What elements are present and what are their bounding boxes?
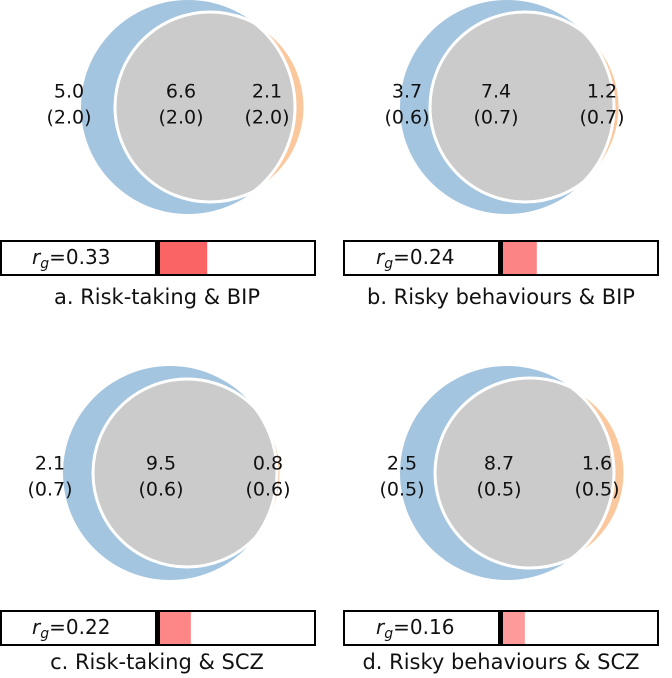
region-se-disorder-only: (2.0)	[244, 107, 289, 129]
region-value-disorder-only: 2.1	[252, 81, 282, 103]
rg-subscript: g	[40, 626, 49, 642]
rg-bar-fill	[158, 242, 208, 274]
panel-caption: d. Risky behaviours & SCZ	[362, 650, 639, 674]
rg-value: =0.22	[49, 615, 110, 639]
trait-inner-outline	[430, 12, 616, 202]
venn-panel-c: 2.1 (0.7) 9.5 (0.6) 0.8 (0.6) rg=0.22 c. Risk-t…	[0, 366, 316, 674]
rg-label: rg=0.22	[32, 615, 110, 643]
region-value-trait-only: 3.7	[392, 81, 422, 103]
rg-symbol: r	[376, 245, 386, 269]
rg-zero-line	[498, 612, 503, 644]
rg-label: rg=0.24	[376, 245, 454, 273]
rg-label: rg=0.33	[32, 245, 110, 273]
rg-bar-fill	[501, 242, 537, 274]
rg-label: rg=0.16	[376, 615, 454, 643]
rg-value: =0.24	[393, 245, 454, 269]
rg-value: =0.16	[393, 615, 454, 639]
disorder-outline	[428, 10, 622, 204]
region-se-trait-only: (0.5)	[379, 479, 424, 501]
region-se-trait-only: (0.7)	[27, 479, 72, 501]
region-value-shared: 6.6	[166, 81, 196, 103]
rg-bar-fill	[501, 612, 525, 644]
rg-symbol: r	[32, 245, 42, 269]
region-se-disorder-only: (0.6)	[245, 479, 290, 501]
rg-symbol: r	[376, 615, 386, 639]
panel-caption: b. Risky behaviours & BIP	[367, 285, 635, 309]
region-value-trait-only: 2.5	[387, 453, 417, 475]
rg-zero-line	[155, 242, 160, 274]
disorder-outline	[433, 376, 627, 570]
rg-bar-fill	[158, 612, 191, 644]
region-se-disorder-only: (0.7)	[579, 107, 624, 129]
rg-subscript: g	[384, 626, 393, 642]
region-se-shared: (0.5)	[476, 479, 521, 501]
overlap-region	[93, 379, 277, 567]
trait-inner-outline	[435, 378, 616, 568]
region-value-disorder-only: 0.8	[253, 453, 283, 475]
region-value-disorder-only: 1.2	[587, 81, 617, 103]
venn-panel-d: 2.5 (0.5) 8.7 (0.5) 1.6 (0.5) rg=0.16 d. Risky …	[343, 366, 659, 674]
disorder-outline	[91, 377, 283, 569]
region-value-shared: 7.4	[481, 81, 511, 103]
region-value-shared: 9.5	[146, 453, 176, 475]
panel-caption: c. Risk-taking & SCZ	[50, 650, 264, 674]
venn-panel-b: 3.7 (0.6) 7.4 (0.7) 1.2 (0.7) rg=0.24 b. Risky …	[343, 0, 659, 309]
rg-value: =0.33	[49, 245, 110, 269]
panel-caption: a. Risk-taking & BIP	[54, 285, 260, 309]
overlap-region	[430, 12, 614, 202]
rg-subscript: g	[40, 256, 49, 272]
overlap-region	[115, 12, 295, 202]
rg-subscript: g	[384, 256, 393, 272]
rg-symbol: r	[32, 615, 42, 639]
region-se-trait-only: (2.0)	[46, 107, 91, 129]
disorder-outline	[113, 10, 307, 204]
region-se-shared: (0.6)	[138, 479, 183, 501]
region-value-disorder-only: 1.6	[582, 453, 612, 475]
region-value-trait-only: 5.0	[54, 81, 84, 103]
overlap-region	[435, 378, 614, 568]
trait-inner-outline	[93, 379, 279, 567]
trait-inner-outline	[115, 12, 297, 202]
venn-panel-a: 5.0 (2.0) 6.6 (2.0) 2.1 (2.0) rg=0.33 a. Risk-t…	[0, 0, 316, 309]
region-se-trait-only: (0.6)	[384, 107, 429, 129]
rg-zero-line	[498, 242, 503, 274]
region-se-shared: (2.0)	[158, 107, 203, 129]
region-se-disorder-only: (0.5)	[574, 479, 619, 501]
region-value-shared: 8.7	[484, 453, 514, 475]
region-se-shared: (0.7)	[473, 107, 518, 129]
region-value-trait-only: 2.1	[35, 453, 65, 475]
rg-zero-line	[155, 612, 160, 644]
